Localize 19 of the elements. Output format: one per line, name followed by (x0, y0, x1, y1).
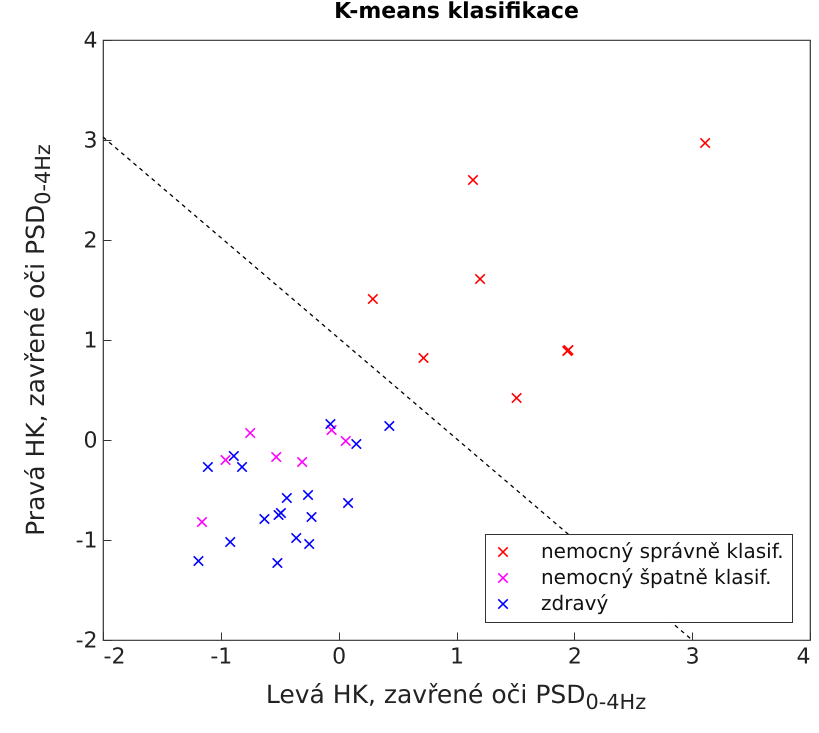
x-tick-label: -1 (210, 644, 232, 670)
y-tick-label: -1 (76, 528, 98, 554)
y-tick-label: -2 (76, 628, 98, 654)
x-tick-label: 0 (332, 644, 346, 670)
y-tick-label: 0 (84, 428, 98, 454)
legend-label: nemocný správně klasif. (541, 539, 784, 563)
x-tick-label: -2 (104, 644, 126, 670)
x-tick-label: 3 (686, 644, 700, 670)
y-tick-label: 2 (84, 228, 98, 254)
x-tick-label: 2 (568, 644, 582, 670)
x-axis-title: Levá HK, zavřené oči PSD$_{0-4Hz}$ (266, 680, 646, 714)
y-tick-label: 1 (84, 328, 98, 354)
legend-label: zdravý (541, 591, 609, 615)
x-tick-label: 1 (450, 644, 464, 670)
x-tick-label: 4 (796, 644, 810, 670)
y-tick-label: 4 (84, 28, 98, 54)
legend-label: nemocný špatně klasif. (541, 565, 772, 589)
y-tick-label: 3 (84, 128, 98, 154)
chart-title: K-means klasifikace (334, 0, 579, 24)
